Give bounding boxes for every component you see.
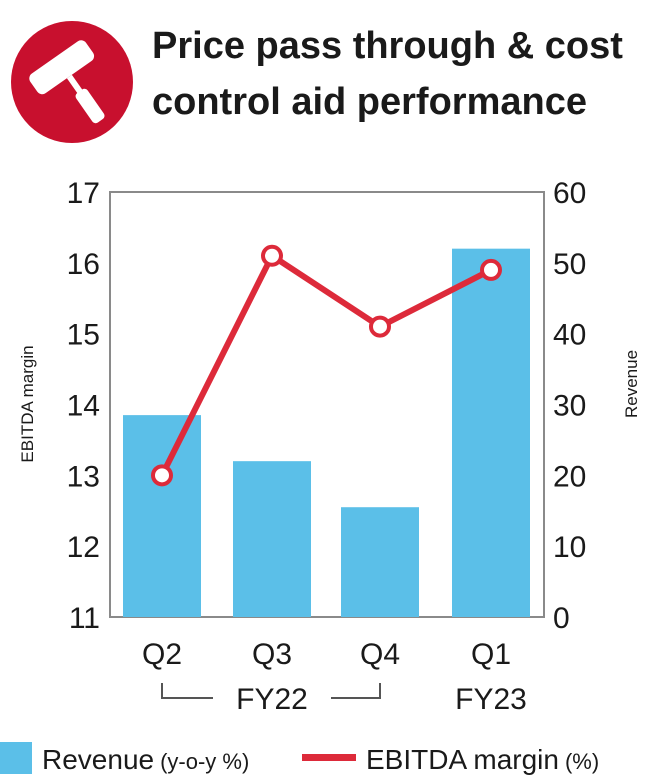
category-labels: Q2 Q3 Q4 Q1 [142, 638, 511, 671]
right-tick-label: 60 [553, 177, 586, 210]
category-label-q4: Q4 [360, 638, 400, 671]
left-tick-label: 16 [67, 248, 100, 281]
right-tick-label: 0 [553, 602, 570, 635]
paint-roller-icon [11, 21, 133, 143]
chart-title-line-1: Price pass through & cost [152, 25, 623, 67]
chart-title-line-2: control aid performance [152, 81, 587, 123]
right-tick-label: 30 [553, 390, 586, 423]
category-label-q2: Q2 [142, 638, 182, 671]
group-label-fy22: FY22 [236, 683, 308, 716]
group-label-fy23: FY23 [455, 683, 527, 716]
bar-revenue-q3 [233, 461, 311, 617]
legend-swatch-revenue [0, 742, 32, 774]
left-tick-label: 12 [67, 531, 100, 564]
point-ebitda-q2 [151, 464, 173, 487]
left-tick-label: 14 [67, 390, 100, 423]
right-tick-label: 50 [553, 248, 586, 281]
right-axis-title: Revenue [622, 350, 641, 418]
category-label-q1: Q1 [471, 638, 511, 671]
left-axis-ticks: 11 12 13 14 15 16 17 [67, 177, 100, 635]
bar-revenue-q1 [452, 248, 530, 617]
ebitda-margin-points [151, 244, 502, 487]
right-axis-ticks: 0 10 20 30 40 50 60 [553, 177, 586, 635]
right-tick-label: 40 [553, 319, 586, 352]
fy22-bracket-right [331, 683, 381, 699]
bar-revenue-q2 [123, 415, 201, 617]
fy22-bracket-left [161, 683, 213, 699]
right-tick-label: 10 [553, 531, 586, 564]
left-tick-label: 15 [67, 319, 100, 352]
point-ebitda-q1 [480, 258, 502, 281]
ebitda-margin-line [159, 252, 493, 477]
right-tick-label: 20 [553, 460, 586, 493]
bar-revenue-q4 [341, 507, 419, 617]
revenue-bars [123, 248, 530, 617]
legend-label-revenue: Revenue (y-o-y %) [42, 744, 249, 775]
point-ebitda-q3 [261, 244, 283, 267]
left-tick-label: 17 [67, 177, 100, 210]
legend: Revenue (y-o-y %) EBITDA margin (%) [0, 742, 599, 775]
point-ebitda-q4 [369, 315, 391, 338]
legend-swatch-ebitda [302, 754, 356, 761]
left-tick-label: 11 [69, 602, 100, 635]
left-tick-label: 13 [67, 460, 100, 493]
left-axis-title: EBITDA margin [18, 345, 37, 462]
plot-frame [109, 191, 545, 618]
legend-label-ebitda: EBITDA margin (%) [366, 744, 599, 775]
category-label-q3: Q3 [252, 638, 292, 671]
